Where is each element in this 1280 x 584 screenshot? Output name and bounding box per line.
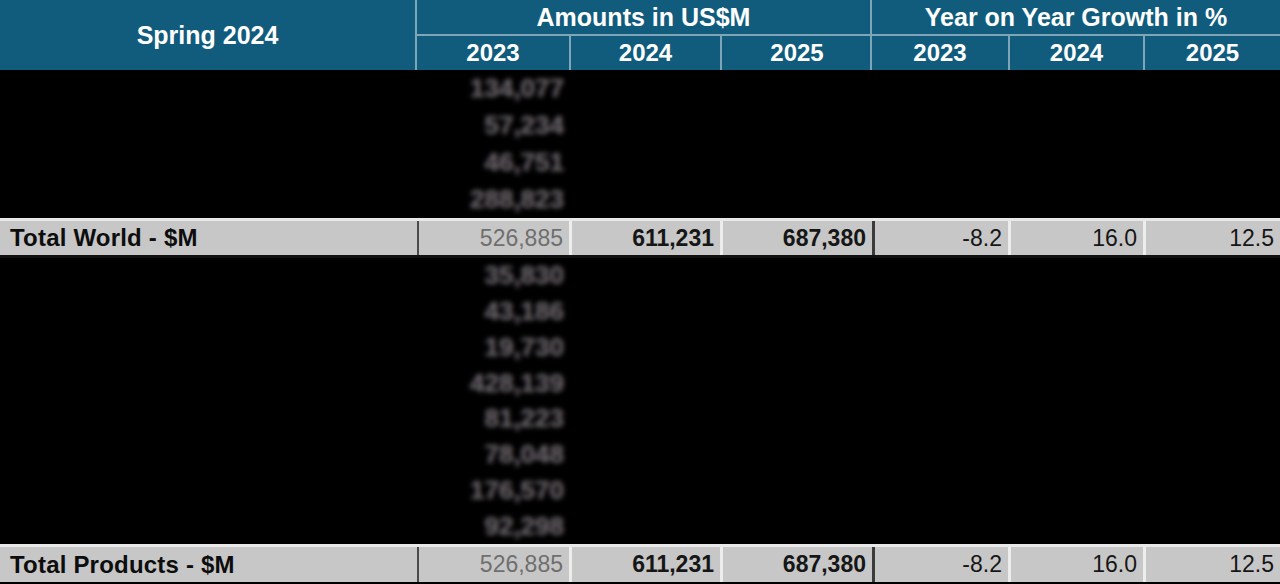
total-products-growth-2023: -8.2 — [872, 547, 1008, 582]
total-world-growth-2024: 16.0 — [1008, 221, 1143, 255]
blurred-amount-2023: 78,048 — [484, 439, 564, 470]
growth-year-headers: 2023 2024 2025 — [872, 36, 1280, 70]
blurred-amount-2023: 46,751 — [484, 147, 564, 178]
total-products-row: Total Products - $M 526,885 611,231 687,… — [0, 544, 1280, 584]
total-world-amount-2023: 526,885 — [417, 221, 569, 255]
table-row: 81,223 — [0, 401, 1280, 437]
total-world-growth-2023: -8.2 — [872, 221, 1008, 255]
total-products-growth-2024: 16.0 — [1008, 547, 1143, 582]
total-world-growth-2025: 12.5 — [1143, 221, 1280, 255]
table-row: 428,139 — [0, 365, 1280, 401]
total-world-amount-2024: 611,231 — [569, 221, 720, 255]
blurred-amount-2023: 35,830 — [484, 260, 564, 291]
blurred-amount-2023: 134,077 — [470, 73, 564, 104]
total-world-row: Total World - $M 526,885 611,231 687,380… — [0, 218, 1280, 258]
amounts-year-headers: 2023 2024 2025 — [417, 36, 872, 70]
table-row: 57,234 — [0, 107, 1280, 144]
total-products-amount-2024: 611,231 — [569, 547, 720, 582]
total-world-amount-2025: 687,380 — [720, 221, 872, 255]
table-row: 288,823 — [0, 181, 1280, 218]
blurred-amount-2023: 288,823 — [470, 184, 564, 215]
table-row: 176,570 — [0, 473, 1280, 509]
blurred-amount-2023: 428,139 — [470, 368, 564, 399]
table-row: 19,730 — [0, 330, 1280, 366]
total-products-label: Total Products - $M — [0, 547, 417, 582]
blurred-amount-2023: 19,730 — [484, 332, 564, 363]
growth-year-2023: 2023 — [872, 36, 1008, 70]
redacted-product-rows: 35,830 43,186 19,730 428,139 81,223 78,0… — [0, 258, 1280, 544]
amounts-year-2024: 2024 — [569, 36, 720, 70]
redacted-region-rows: 134,077 57,234 46,751 288,823 — [0, 70, 1280, 218]
growth-year-2024: 2024 — [1008, 36, 1143, 70]
total-products-growth-2025: 12.5 — [1143, 547, 1280, 582]
table-row: 134,077 — [0, 70, 1280, 107]
amounts-year-2025: 2025 — [720, 36, 872, 70]
table-row: 43,186 — [0, 294, 1280, 330]
total-products-amount-2023: 526,885 — [417, 547, 569, 582]
forecast-table: Spring 2024 Amounts in US$M Year on Year… — [0, 0, 1280, 584]
total-world-label: Total World - $M — [0, 221, 417, 255]
table-row: 46,751 — [0, 144, 1280, 181]
blurred-amount-2023: 92,298 — [484, 511, 564, 542]
table-row: 92,298 — [0, 508, 1280, 544]
table-header: Spring 2024 Amounts in US$M Year on Year… — [0, 0, 1280, 70]
table-row: 78,048 — [0, 437, 1280, 473]
total-products-amount-2025: 687,380 — [720, 547, 872, 582]
blurred-amount-2023: 43,186 — [484, 296, 564, 327]
blurred-amount-2023: 57,234 — [484, 110, 564, 141]
report-title: Spring 2024 — [0, 0, 417, 70]
amounts-year-2023: 2023 — [417, 36, 569, 70]
blurred-amount-2023: 176,570 — [470, 475, 564, 506]
column-group-amounts: Amounts in US$M — [417, 0, 872, 36]
column-group-growth: Year on Year Growth in % — [872, 0, 1280, 36]
growth-year-2025: 2025 — [1143, 36, 1280, 70]
table-row: 35,830 — [0, 258, 1280, 294]
blurred-amount-2023: 81,223 — [484, 403, 564, 434]
